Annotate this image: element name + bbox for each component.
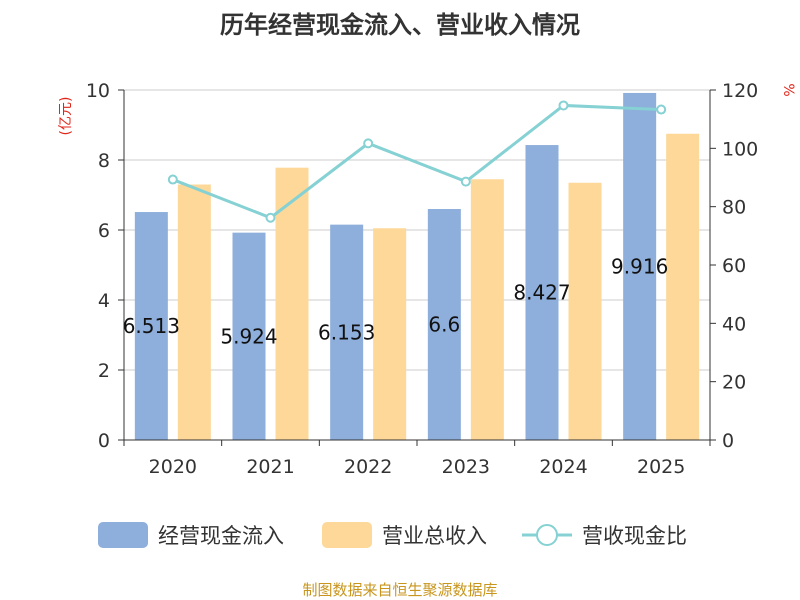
bar-data-label: 6.513 [123, 314, 180, 338]
gridlines [124, 89, 710, 371]
y-right-tick-label: 120 [722, 80, 758, 102]
bar-cash-inflow [427, 209, 461, 440]
bar-data-label: 6.6 [428, 313, 460, 337]
legend-swatch [98, 522, 148, 548]
bar-revenue [666, 133, 700, 440]
x-tick-label: 2021 [246, 456, 294, 478]
y-left-tick-label: 2 [98, 360, 110, 382]
y-right-tick-label: 100 [722, 138, 758, 160]
y-right-unit: % [780, 83, 796, 96]
y-left-tick-label: 6 [98, 220, 110, 242]
ratio-point [656, 104, 667, 115]
y-left-tick-label: 0 [98, 430, 110, 452]
legend-marker [536, 524, 558, 546]
x-tick-label: 2025 [637, 456, 685, 478]
y-left-tick-label: 8 [98, 150, 110, 172]
y-right-tick-label: 40 [722, 313, 746, 335]
y-right-tick-label: 0 [722, 430, 734, 452]
data-labels: 6.513 5.924 6.153 6.6 8.427 9.916 [123, 254, 669, 348]
bar-revenue [373, 228, 407, 440]
bars [134, 92, 700, 440]
bar-cash-inflow [232, 232, 266, 440]
ratio-point [265, 212, 276, 223]
source-note: 制图数据来自恒生聚源数据库 [302, 581, 497, 599]
bar-cash-inflow [330, 224, 364, 440]
ratio-point [167, 174, 178, 185]
legend-swatch [322, 522, 372, 548]
legend-label: 营业总收入 [382, 524, 487, 548]
bar-revenue [177, 184, 211, 440]
ratio-point [558, 100, 569, 111]
ratio-point [460, 176, 471, 187]
chart-title: 历年经营现金流入、营业收入情况 [220, 11, 580, 39]
y-right-tick-label: 20 [722, 372, 746, 394]
x-tick-label: 2022 [344, 456, 392, 478]
legend-label: 经营现金流入 [158, 524, 284, 548]
bar-cash-inflow [525, 145, 559, 440]
legend: 经营现金流入 营业总收入 营收现金比 [98, 522, 687, 548]
bar-data-label: 5.924 [220, 324, 277, 348]
y-left-unit: (亿元) [58, 97, 74, 136]
bar-revenue [568, 182, 602, 440]
y-left-tick-label: 4 [98, 290, 110, 312]
y-right-tick-label: 80 [722, 197, 746, 219]
bar-data-label: 8.427 [513, 281, 570, 305]
bar-cash-inflow [623, 92, 657, 440]
bar-data-label: 6.153 [318, 320, 375, 344]
x-tick-label: 2020 [149, 456, 197, 478]
ratio-line-path [172, 103, 662, 220]
bar-revenue [470, 179, 504, 440]
bar-cash-inflow [134, 212, 168, 440]
x-tick-label: 2024 [539, 456, 587, 478]
bar-revenue [275, 167, 309, 440]
legend-label: 营收现金比 [582, 524, 687, 548]
ratio-point [363, 138, 374, 149]
bar-data-label: 9.916 [611, 254, 668, 278]
y-right-tick-label: 60 [722, 255, 746, 277]
ratio-line [167, 100, 667, 223]
x-tick-label: 2023 [442, 456, 490, 478]
y-left-tick-label: 10 [86, 80, 110, 102]
